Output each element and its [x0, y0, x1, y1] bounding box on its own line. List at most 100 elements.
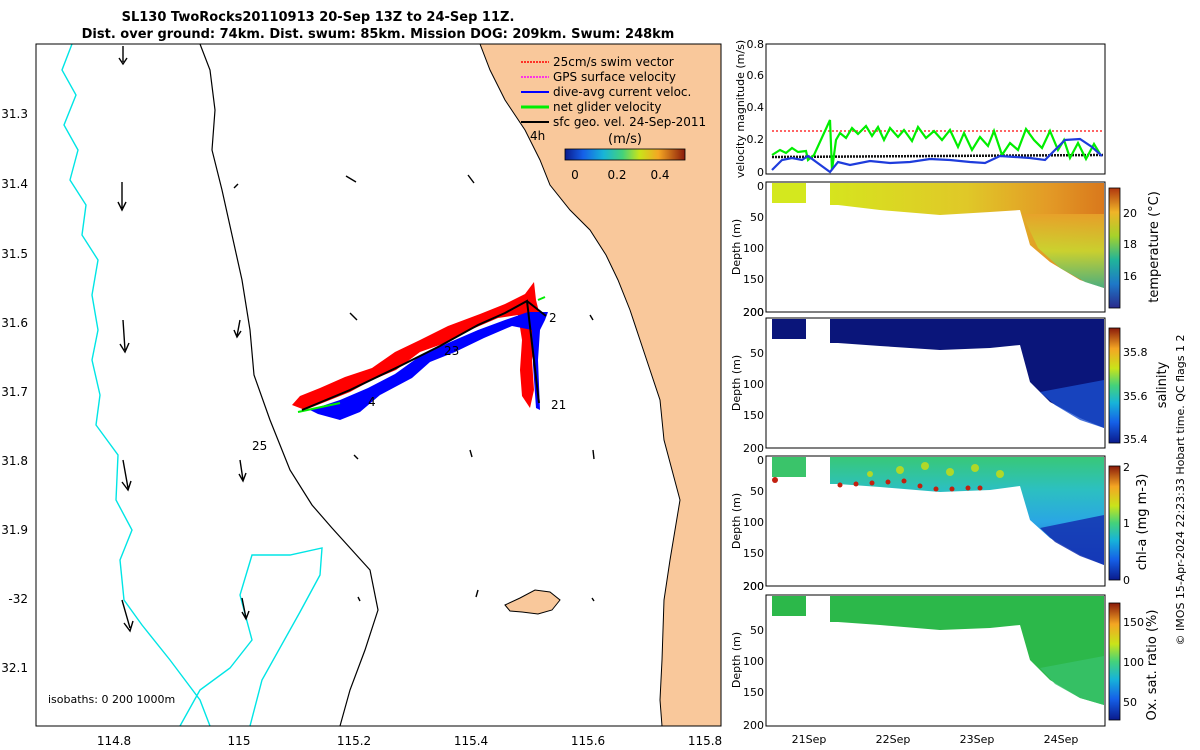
- chlorophyll-max-dots: [772, 477, 983, 492]
- colorbar-label: chl-a (mg m-3): [1135, 474, 1150, 571]
- chlorophyll-surface-dots: [867, 462, 1004, 478]
- oxygen-section: 200 50 100 150 200 Depth (m) 50 100 150 …: [730, 580, 1160, 732]
- velocity-panel: velocity magnitude (m/s) 0 0.2 0.4 0.6 0…: [734, 38, 1106, 179]
- colorbar-tick: 150: [1123, 616, 1144, 629]
- net-velocity-series: [771, 119, 1101, 171]
- velocity-ytick: 0.6: [747, 69, 765, 82]
- depth-tick: 200: [743, 580, 764, 593]
- depth-ylabel: Depth (m): [730, 355, 743, 411]
- depth-ylabel: Depth (m): [730, 632, 743, 688]
- day-label: 25: [252, 439, 267, 453]
- credit-text: © IMOS 15-Apr-2024 22:23:33 Hobart time.…: [1174, 335, 1187, 646]
- depth-tick: 150: [743, 547, 764, 560]
- depth-tick: 200: [743, 719, 764, 732]
- colorbar-tick: 100: [1123, 656, 1144, 669]
- track-line: [301, 299, 547, 411]
- colorbar-tick: 35.4: [1123, 433, 1148, 446]
- geostrophic-speed-line: [771, 153, 1104, 159]
- map-lat-axis: 31.3 31.4 31.5 31.6 31.7 31.8 31.9 -32 3…: [1, 107, 28, 675]
- colorbar-tick: 0.2: [607, 168, 626, 182]
- swim-vector-swath: [292, 282, 540, 410]
- chlorophyll-section: 0 50 100 150 200 Depth (m) 0 1 2 chl-a (…: [730, 454, 1150, 593]
- chlorophyll-field: [830, 457, 1104, 565]
- depth-tick: 200: [743, 306, 764, 319]
- lat-tick-label: 31.8: [1, 454, 28, 468]
- legend-label: 25cm/s swim vector: [553, 55, 674, 69]
- depth-tick: 50: [750, 624, 764, 637]
- time-tick: 22Sep: [876, 733, 911, 746]
- temperature-section: 0 50 100 150 200 Depth (m) 16 18 20 temp…: [730, 180, 1162, 319]
- glider-track: [292, 282, 548, 420]
- figure-title-line-1: SL130 TwoRocks20110913 20-Sep 13Z to 24-…: [122, 10, 515, 25]
- oxygen-deep-field: [1040, 656, 1104, 705]
- depth-tick: 200: [743, 306, 764, 319]
- lat-tick-label: 31.3: [1, 107, 28, 121]
- colorbar-tick: 0: [571, 168, 579, 182]
- depth-ylabel: Depth (m): [730, 219, 743, 275]
- time-tick: 21Sep: [792, 733, 827, 746]
- section-data-block: [772, 596, 806, 616]
- lon-tick-label: 115.8: [688, 734, 722, 748]
- day-label: 21: [551, 398, 566, 412]
- colorbar-tick: 50: [1123, 696, 1137, 709]
- colorbar-tick: 35.8: [1123, 346, 1148, 359]
- depth-tick: 50: [750, 211, 764, 224]
- lat-tick-label: 31.9: [1, 523, 28, 537]
- colorbar-tick: 20: [1123, 207, 1137, 220]
- surface-geostrophic-arrows: [117, 46, 595, 633]
- colorbar-tick: 0: [1123, 574, 1130, 587]
- velocity-frame: [765, 43, 1106, 175]
- legend-label: sfc geo. vel. 24-Sep-2011: [553, 115, 706, 129]
- temperature-deep-field: [1022, 214, 1104, 288]
- isobath-200m: [199, 44, 379, 726]
- lon-tick-label: 115.4: [454, 734, 488, 748]
- section-data-block: [772, 319, 806, 339]
- colorbar-tick: 16: [1123, 270, 1137, 283]
- salinity-colorbar: [1108, 327, 1121, 444]
- oxygen-colorbar: [1108, 602, 1121, 721]
- lon-tick-label: 115: [228, 734, 251, 748]
- velocity-ytick: 0.2: [747, 133, 765, 146]
- legend-item: sfc geo. vel. 24-Sep-2011: [521, 115, 706, 129]
- lon-tick-label: 115.6: [571, 734, 605, 748]
- colorbar-tick: 18: [1123, 238, 1137, 251]
- depth-tick: 150: [743, 409, 764, 422]
- lat-tick-label: 31.7: [1, 385, 28, 399]
- velocity-ytick: 0.4: [747, 101, 765, 114]
- colorbar-tick: 1: [1123, 517, 1130, 530]
- salinity-field: [830, 319, 1104, 428]
- map-legend: 25cm/s swim vector GPS surface velocity …: [521, 55, 706, 129]
- legend-label: net glider velocity: [553, 100, 661, 114]
- time-tick: 23Sep: [960, 733, 995, 746]
- isobaths-label: isobaths: 0 200 1000m: [48, 693, 175, 706]
- depth-tick: 100: [743, 516, 764, 529]
- current-swath: [310, 312, 548, 420]
- lat-tick-label: 31.5: [1, 247, 28, 261]
- depth-ylabel: Depth (m): [730, 493, 743, 549]
- depth-tick: 0: [757, 454, 764, 467]
- lon-tick-label: 115.2: [337, 734, 371, 748]
- time-axis: 21Sep 22Sep 23Sep 24Sep: [792, 733, 1079, 746]
- colorbar-label: Ox. sat. ratio (%): [1145, 610, 1160, 721]
- depth-tick: 200: [743, 442, 764, 455]
- colorbar-label: salinity: [1155, 361, 1170, 408]
- depth-tick: 100: [743, 242, 764, 255]
- lat-tick-label: -32: [8, 592, 28, 606]
- day-label: 23: [444, 344, 459, 358]
- day-label: 2: [549, 311, 557, 325]
- colorbar-gradient: [564, 148, 686, 161]
- coastline-land: [479, 44, 721, 726]
- depth-tick: 100: [743, 378, 764, 391]
- colorbar-tick: 2: [1123, 461, 1130, 474]
- lat-tick-label: 32.1: [1, 661, 28, 675]
- legend-label: dive-avg current veloc.: [553, 85, 691, 99]
- lat-tick-label: 31.6: [1, 316, 28, 330]
- day-label: 4: [368, 395, 376, 409]
- current-velocity-series: [771, 137, 1103, 174]
- legend-item: net glider velocity: [521, 100, 661, 114]
- day-labels: 4h 2 23 4 21 25: [252, 129, 566, 453]
- island: [504, 589, 561, 615]
- legend-item: 25cm/s swim vector: [521, 55, 674, 69]
